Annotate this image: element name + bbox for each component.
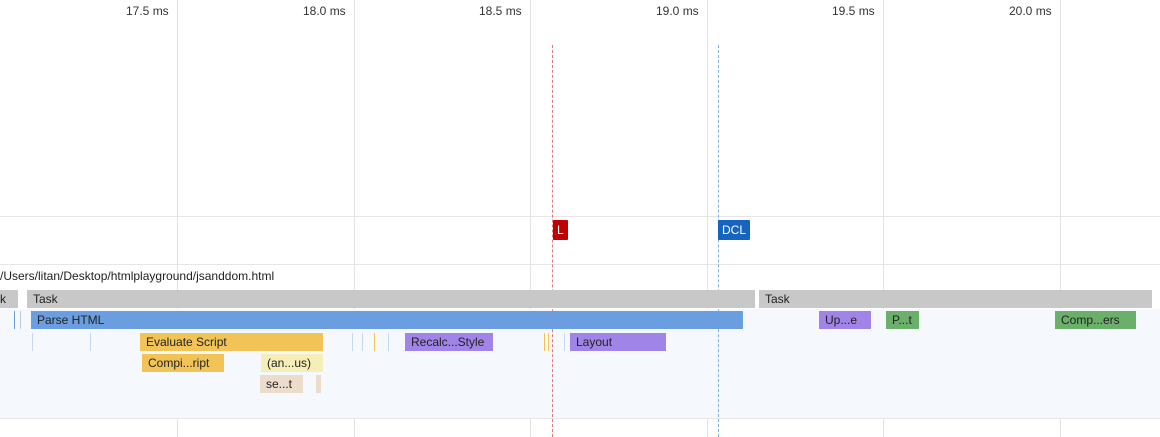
load-marker-badge[interactable]: L [553,220,568,240]
event-sliver[interactable] [564,333,565,351]
task-bar[interactable]: Task [27,290,755,308]
tick-label: 20.0 ms [1009,4,1052,18]
event-sliver[interactable] [352,333,353,351]
event-sliver[interactable] [14,311,15,329]
compile-script-bar[interactable]: Compi...ript [142,354,224,372]
gridline [1060,0,1061,437]
event-sliver[interactable] [32,333,33,351]
event-sliver[interactable] [20,311,21,329]
gridline [177,0,178,437]
task-bar[interactable]: Task [759,290,1152,308]
event-sliver[interactable] [548,333,549,351]
event-sliver[interactable] [90,333,91,351]
task-bar[interactable]: k [0,290,18,308]
recalculate-style-bar[interactable]: Recalc...Style [405,333,493,351]
tick-label: 17.5 ms [126,4,169,18]
gridline [883,0,884,437]
tick-label: 19.0 ms [656,4,699,18]
tick-label: 19.5 ms [832,4,875,18]
load-marker-line [552,45,553,437]
tick-label: 18.5 ms [479,4,522,18]
layout-bar[interactable]: Layout [570,333,666,351]
tick-label: 18.0 ms [303,4,346,18]
parse-html-bar[interactable]: Parse HTML [31,311,743,329]
composite-layers-bar[interactable]: Comp...ers [1055,311,1136,329]
event-sliver[interactable] [374,333,375,351]
event-sliver[interactable] [544,333,545,351]
event-sliver[interactable] [362,333,363,351]
gridline [530,0,531,437]
dcl-marker-line [718,45,719,437]
main-thread-url: /Users/litan/Desktop/htmlplayground/jsan… [0,269,275,283]
event-sliver[interactable] [388,333,389,351]
evaluate-script-bar[interactable]: Evaluate Script [140,333,323,351]
set-timeout-bar[interactable]: se...t [260,375,303,393]
dcl-marker-badge[interactable]: DCL [718,220,751,240]
gridline [354,0,355,437]
track-divider [0,264,1160,265]
track-divider [0,418,1160,419]
anonymous-function-bar[interactable]: (an...us) [261,354,323,372]
gridline [707,0,708,437]
paint-bar[interactable]: P...t [886,311,919,329]
update-layer-tree-bar[interactable]: Up...e [819,311,871,329]
track-divider [0,216,1160,217]
event-sliver[interactable] [316,375,321,393]
